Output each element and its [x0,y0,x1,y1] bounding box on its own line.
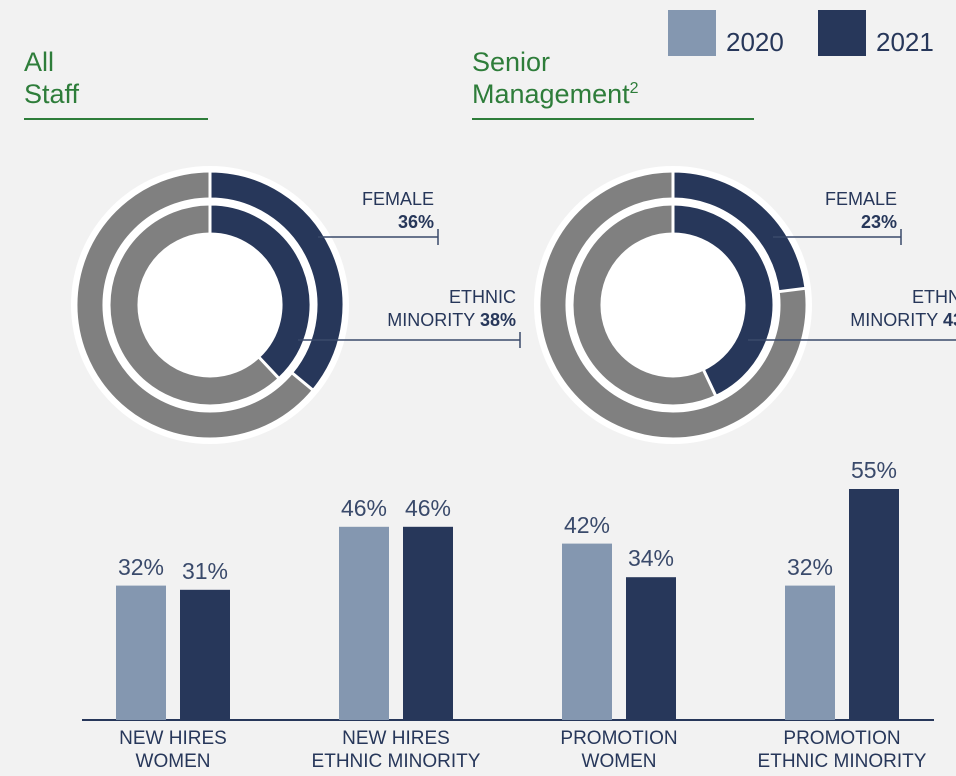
donut-segment [208,169,346,393]
series-name: FEMALE [824,189,897,209]
chart-title: Senior Management2 [472,47,639,110]
donut-label: FEMALE 23% [677,188,897,233]
title-superscript: 2 [629,80,639,98]
donut-label: ETHNIC MINORITY 38% [296,286,516,331]
x-tick-label: NEW HIRES WOMEN [119,728,227,772]
x-tick-label: PROMOTION ETHNIC MINORITY [757,728,927,772]
value-label: 32% [786,553,834,580]
bar [403,526,453,720]
value-label: 31% [181,557,229,584]
bar [626,577,676,720]
donut-label: ETHNIC MINORITY 43% [759,286,956,331]
donut-segment [671,202,776,399]
value-label: 46% [340,494,388,521]
donut-segment [208,202,313,381]
value-label: 43% [942,309,956,330]
value-label: 46% [404,494,452,521]
legend-label: 2020 [726,27,784,57]
value-label: 32% [117,553,165,580]
value-label: 42% [563,511,611,538]
series-name: FEMALE [361,189,434,209]
legend-label: 2021 [876,27,934,57]
value-label: 34% [627,545,675,572]
value-label: 23% [860,211,897,232]
donut-segment [671,169,808,294]
value-label: 36% [397,211,434,232]
x-tick-label: NEW HIRES ETHNIC MINORITY [311,728,481,772]
chart-title: All Staff [24,47,80,110]
bar [180,589,230,720]
bar [785,585,835,720]
bar [562,543,612,720]
bar [116,585,166,720]
bar [849,489,899,720]
series-name: ETHNIC MINORITY [387,287,516,330]
value-label: 38% [479,309,516,330]
legend-swatch [818,10,866,56]
value-label: 55% [850,457,898,483]
legend-swatch [668,10,716,56]
x-tick-label: PROMOTION WOMEN [560,728,678,772]
donut-label: FEMALE 36% [214,188,434,233]
bar [339,526,389,720]
series-name: ETHNIC MINORITY [850,287,956,330]
